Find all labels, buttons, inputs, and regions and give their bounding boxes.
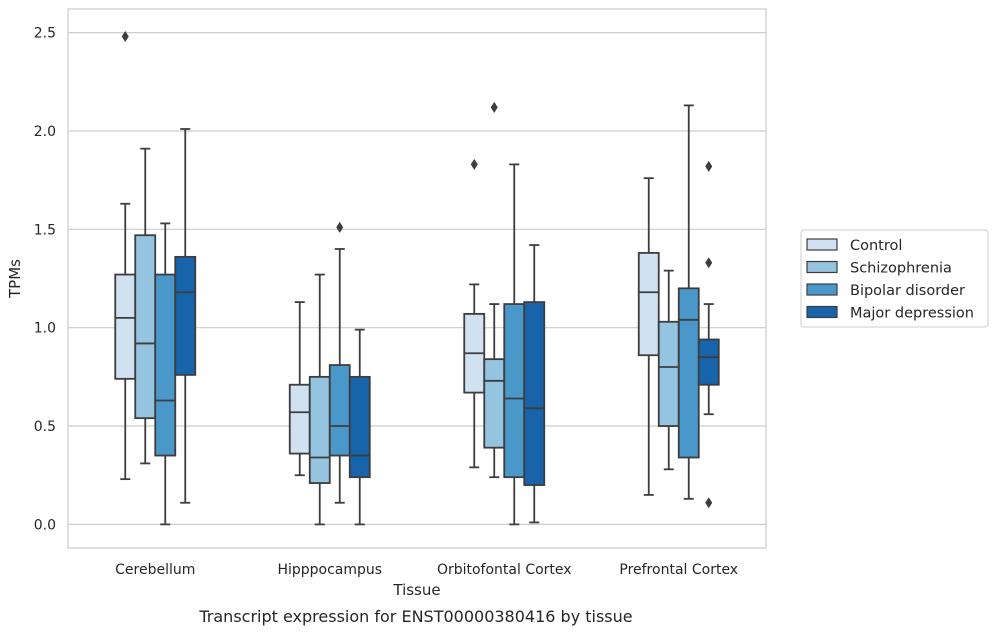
legend-item: Bipolar disorder bbox=[806, 283, 965, 299]
box-iqr bbox=[483, 358, 506, 449]
box-iqr bbox=[637, 252, 660, 357]
outlier-point bbox=[490, 101, 498, 113]
outlier-point bbox=[705, 257, 713, 269]
box-major-depression bbox=[174, 128, 197, 504]
x-axis-label: Tissue bbox=[392, 581, 440, 599]
box-schizophrenia bbox=[134, 147, 157, 465]
x-tick-label: Prefrontal Cortex bbox=[619, 562, 738, 578]
box-bipolar-disorder bbox=[503, 163, 526, 526]
y-tick-label: 1.0 bbox=[34, 321, 56, 337]
legend-frame bbox=[800, 229, 989, 328]
box-iqr bbox=[677, 287, 700, 459]
legend-label: Bipolar disorder bbox=[850, 283, 965, 299]
box-iqr bbox=[657, 320, 680, 427]
y-tick-label: 2.0 bbox=[34, 124, 56, 140]
legend-item: Control bbox=[806, 238, 902, 254]
box-iqr bbox=[697, 338, 720, 386]
box-schizophrenia bbox=[657, 269, 680, 471]
box-iqr bbox=[288, 383, 311, 455]
box-major-depression bbox=[348, 328, 371, 526]
boxes bbox=[114, 31, 720, 526]
outlier-point bbox=[336, 221, 344, 233]
outlier-point bbox=[705, 160, 713, 172]
legend-swatch bbox=[806, 260, 838, 274]
box-schizophrenia bbox=[308, 273, 331, 526]
x-axis-ticks: Cerebellum Hipppocampus Orbitofontal Corte… bbox=[115, 562, 738, 578]
box-major-depression bbox=[523, 244, 546, 524]
legend-swatch bbox=[806, 238, 838, 251]
box-iqr bbox=[328, 364, 351, 457]
y-tick-label: 1.5 bbox=[34, 222, 56, 238]
y-tick-label: 0.5 bbox=[34, 419, 56, 435]
legend-swatch bbox=[806, 283, 838, 296]
outlier-point bbox=[470, 158, 478, 170]
box-iqr bbox=[308, 375, 331, 484]
box-control bbox=[114, 31, 137, 481]
box-iqr bbox=[114, 273, 137, 380]
box-iqr bbox=[503, 303, 526, 479]
box-schizophrenia bbox=[483, 101, 506, 479]
legend-label: Control bbox=[850, 238, 902, 254]
box-control bbox=[463, 158, 486, 469]
x-tick-label: Hipppocampus bbox=[277, 562, 382, 578]
y-axis-label: TPMs bbox=[6, 259, 24, 299]
box-bipolar-disorder bbox=[328, 221, 351, 504]
box-bipolar-disorder bbox=[154, 222, 177, 526]
y-axis-ticks: 0.0 0.5 1.0 1.5 2.0 2.5 bbox=[34, 26, 56, 534]
legend-swatch bbox=[806, 305, 838, 319]
box-iqr bbox=[154, 273, 177, 457]
box-control bbox=[288, 301, 311, 477]
legend-label: Major depression bbox=[850, 306, 974, 322]
box-iqr bbox=[523, 301, 546, 486]
chart-caption: Transcript expression for ENST0000038041… bbox=[198, 607, 632, 626]
x-tick-label: Orbitofontal Cortex bbox=[437, 562, 572, 578]
x-tick-label: Cerebellum bbox=[115, 562, 195, 578]
box-bipolar-disorder bbox=[677, 104, 700, 500]
legend: Control Schizophrenia Bipolar disorder Majo… bbox=[800, 229, 989, 328]
plot-area-frame bbox=[67, 8, 767, 549]
legend-label: Schizophrenia bbox=[850, 261, 952, 277]
legend-item: Major depression bbox=[806, 305, 974, 322]
outlier-point bbox=[121, 31, 129, 43]
y-tick-label: 2.5 bbox=[34, 26, 56, 42]
y-tick-label: 0.0 bbox=[34, 517, 56, 533]
box-iqr bbox=[348, 375, 371, 479]
box-iqr bbox=[174, 255, 197, 376]
outlier-point bbox=[705, 497, 713, 509]
box-control bbox=[637, 177, 660, 496]
box-major-depression bbox=[697, 160, 720, 509]
legend-items: Control Schizophrenia Bipolar disorder Majo… bbox=[806, 238, 974, 322]
box-iqr bbox=[134, 234, 157, 420]
legend-item: Schizophrenia bbox=[806, 260, 952, 277]
